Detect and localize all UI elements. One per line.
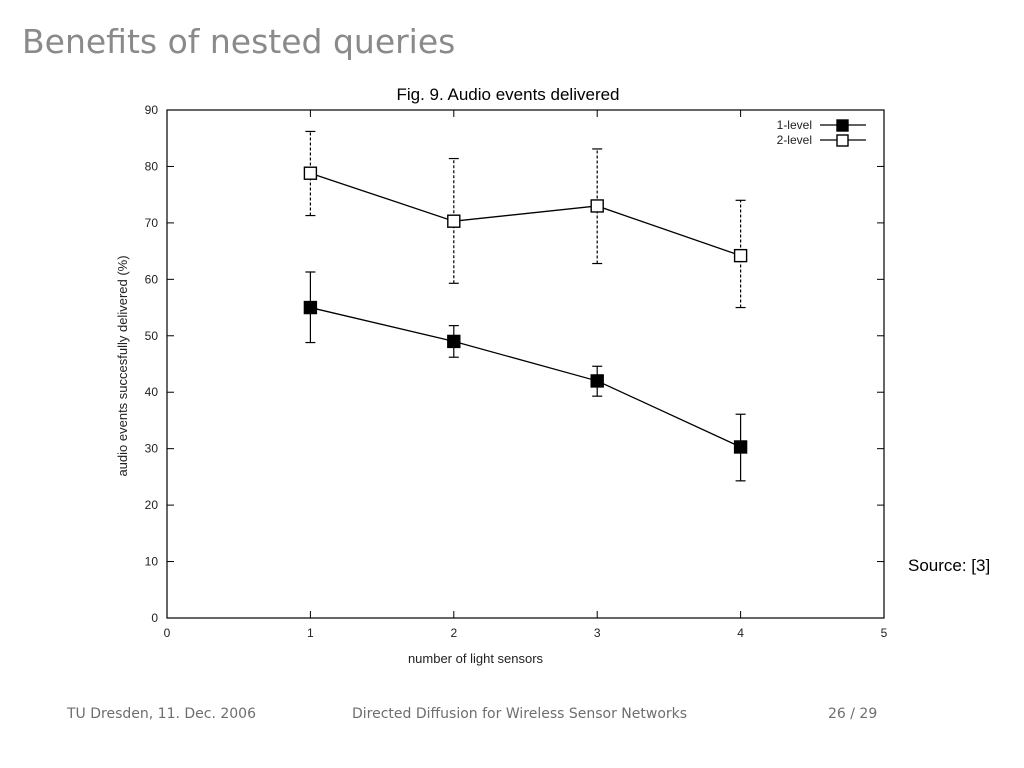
footer-left: TU Dresden, 11. Dec. 2006 — [67, 706, 256, 722]
plot-frame — [166, 109, 885, 619]
x-tick-label: 0 — [164, 626, 171, 640]
footer-center: Directed Diffusion for Wireless Sensor N… — [352, 706, 688, 722]
data-point-2-level — [590, 199, 604, 213]
x-axis-label: number of light sensors — [408, 651, 544, 666]
series-line-1-level — [310, 306, 741, 448]
y-tick-label: 60 — [145, 272, 159, 286]
data-point-1-level — [590, 374, 604, 388]
legend-label: 2-level — [777, 133, 812, 147]
y-axis-label: audio events succesfully delivered (%) — [115, 255, 130, 476]
figure-caption: Fig. 9. Audio events delivered — [396, 85, 620, 104]
x-tick-label: 4 — [737, 626, 744, 640]
y-tick-label: 70 — [145, 216, 159, 230]
page-number: 26 / 29 — [828, 706, 878, 722]
y-tick-label: 40 — [145, 385, 159, 399]
y-tick-label: 0 — [151, 611, 158, 625]
y-tick-label: 90 — [145, 103, 159, 117]
x-tick-label: 1 — [307, 626, 314, 640]
source-note: Source: [3] — [908, 556, 991, 575]
y-tick-label: 50 — [145, 329, 159, 343]
x-tick-label: 5 — [881, 626, 888, 640]
data-point-2-level — [303, 166, 318, 180]
series-line-2-level — [310, 172, 741, 257]
y-tick-label: 10 — [145, 555, 159, 569]
legend-marker — [836, 119, 849, 132]
slide-title: Benefits of nested queries — [22, 22, 456, 61]
data-point-1-level — [303, 300, 318, 315]
data-point-1-level — [447, 334, 461, 349]
legend-label: 1-level — [777, 118, 812, 132]
x-tick-label: 3 — [594, 626, 601, 640]
y-tick-label: 80 — [145, 159, 159, 173]
x-tick-label: 2 — [450, 626, 457, 640]
y-tick-label: 30 — [145, 442, 159, 456]
data-point-1-level — [733, 440, 748, 454]
y-tick-label: 20 — [145, 498, 159, 512]
legend-marker — [836, 134, 849, 147]
data-point-2-level — [447, 214, 461, 228]
data-point-2-level — [733, 248, 748, 263]
